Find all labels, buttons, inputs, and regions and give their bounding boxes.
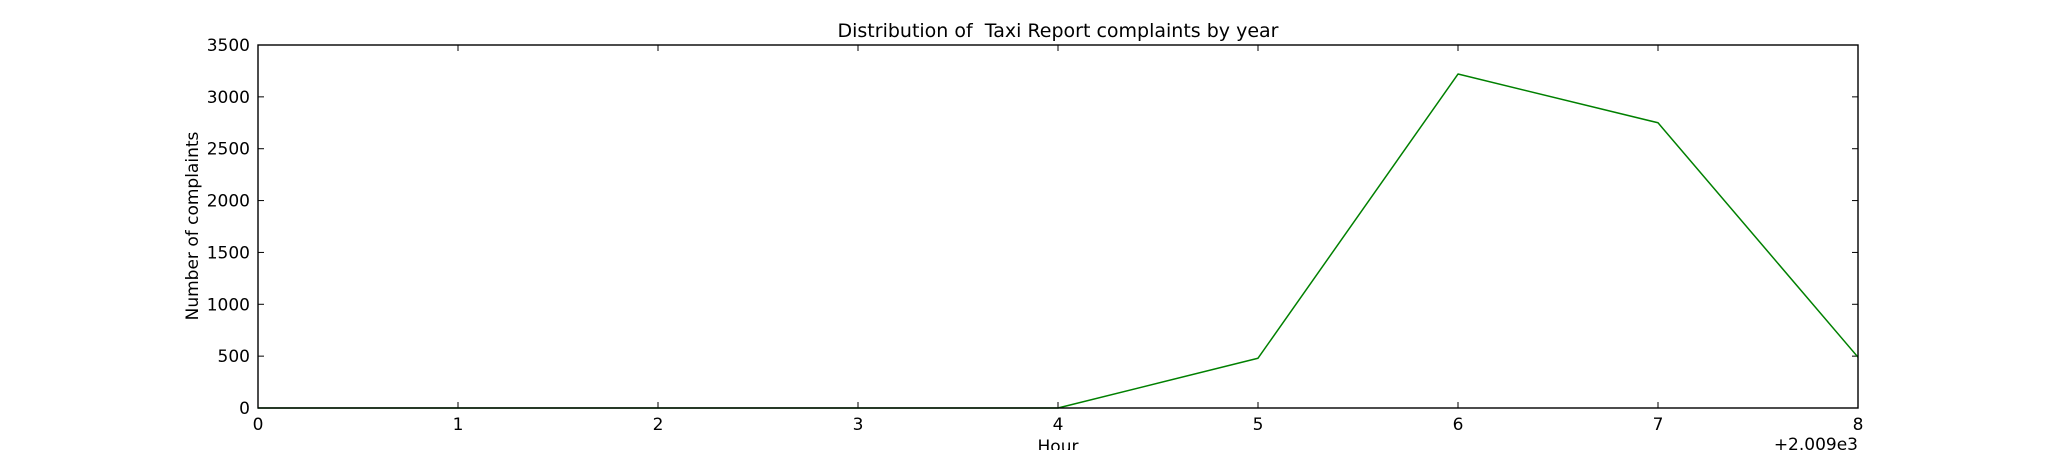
y-axis-label: Number of complaints	[183, 131, 203, 320]
y-tick-label: 500	[218, 347, 250, 367]
x-tick-label: 3	[853, 415, 864, 435]
x-tick-labels: 0 1 2 3 4 5 6 7 8	[253, 415, 1864, 435]
x-tick-label: 1	[453, 415, 464, 435]
y-tick-label: 2000	[207, 192, 250, 212]
series-layer	[258, 74, 1858, 408]
plot-frame	[258, 45, 1858, 408]
x-tick-label: 2	[653, 415, 664, 435]
x-tick-label: 5	[1253, 415, 1264, 435]
x-offset-label: +2.009e3	[1774, 435, 1858, 450]
y-tick-label: 1500	[207, 243, 250, 263]
y-tick-label: 0	[239, 399, 250, 419]
x-tick-label: 4	[1053, 415, 1064, 435]
y-tick-labels: 0 500 1000 1500 2000 2500 3000 3500	[207, 36, 250, 419]
x-tick-label: 0	[253, 415, 264, 435]
x-axis-label: Hour	[1038, 437, 1079, 450]
y-tick-label: 2500	[207, 140, 250, 160]
x-tick-label: 6	[1453, 415, 1464, 435]
y-tick-label: 3000	[207, 88, 250, 108]
ticks-layer	[258, 45, 1858, 408]
y-tick-label: 3500	[207, 36, 250, 56]
y-tick-label: 1000	[207, 295, 250, 315]
chart-title: Distribution of Taxi Report complaints b…	[838, 20, 1279, 42]
series-line	[258, 74, 1858, 408]
x-tick-label: 8	[1853, 415, 1864, 435]
x-tick-label: 7	[1653, 415, 1664, 435]
